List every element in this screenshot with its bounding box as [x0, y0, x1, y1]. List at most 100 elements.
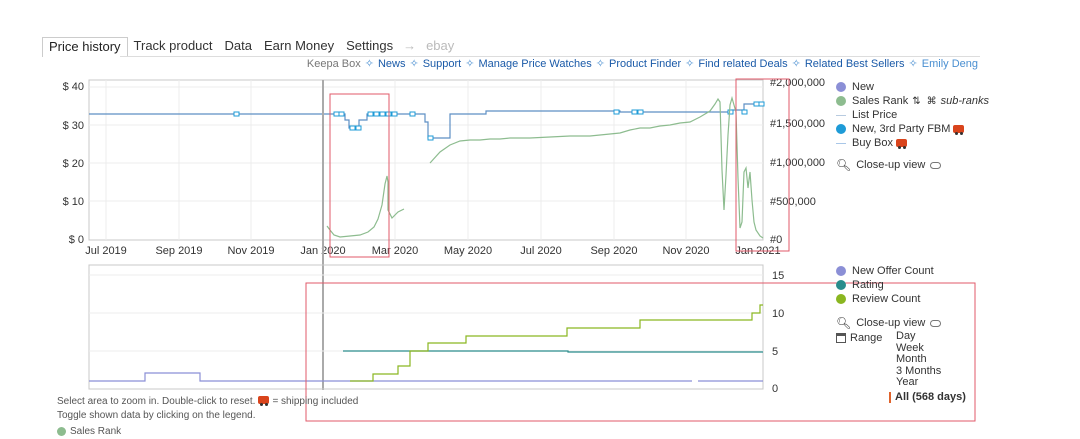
annotation-box — [305, 282, 976, 422]
legend-dot — [836, 294, 846, 304]
separator-icon: ✧ — [409, 58, 419, 70]
y-tick-right: #0 — [770, 234, 782, 246]
legend-new-3p-fbm[interactable]: New, 3rd Party FBM — [836, 122, 989, 136]
lower-legend: New Offer Count Rating Review Count 🔍︎ Cl… — [836, 264, 942, 330]
main-legend: New Sales Rank ⇅ ⌘ sub-ranks List Price New… — [836, 80, 989, 172]
y-tick-right: #500,000 — [770, 196, 816, 208]
y-tick-left: $ 40 — [63, 81, 84, 93]
legend-label: New, 3rd Party FBM — [852, 123, 951, 135]
legend-buy-box[interactable]: Buy Box — [836, 136, 989, 150]
sales-rank-line — [326, 95, 764, 239]
separator-icon: ✧ — [595, 58, 605, 70]
lower-grid — [89, 274, 763, 352]
range-option-day[interactable]: Day — [896, 330, 916, 342]
tab-track-product[interactable]: Track product — [133, 38, 213, 53]
sub-ranks-link[interactable]: sub-ranks — [940, 95, 989, 107]
link-related-best-sellers[interactable]: Related Best Sellers — [804, 58, 905, 70]
separator-icon: ✧ — [791, 58, 801, 70]
footer-hint-1: Select area to zoom in. Double-click to … — [57, 396, 358, 407]
closeup-label: Close-up view — [856, 159, 926, 171]
range-option-month[interactable]: Month — [896, 353, 927, 365]
lower-plot-frame — [88, 264, 764, 390]
range-selector: Range Day Week Month 3 Months Year All (… — [836, 331, 966, 403]
footer-text: = shipping included — [272, 396, 359, 407]
hierarchy-icon: ⌘ — [926, 95, 937, 107]
y-tick-right: #1,000,000 — [770, 157, 825, 169]
link-product-finder[interactable]: Product Finder — [608, 58, 682, 70]
separator-icon: ✧ — [465, 58, 475, 70]
y-tick-right: #2,000,000 — [770, 77, 825, 89]
range-option-year[interactable]: Year — [896, 376, 919, 388]
separator-icon: ✧ — [364, 58, 374, 70]
x-tick: Nov 2019 — [227, 245, 274, 257]
separator-icon: ✧ — [685, 58, 695, 70]
range-option-3-months[interactable]: 3 Months — [896, 364, 942, 377]
legend-review-count[interactable]: Review Count — [836, 292, 941, 306]
legend-sales-rank[interactable]: Sales Rank ⇅ ⌘ sub-ranks — [836, 94, 989, 108]
main-plot-frame — [88, 79, 764, 241]
x-tick: Jul 2020 — [520, 245, 562, 257]
link-keepa-box[interactable]: Keepa Box — [306, 58, 361, 70]
link-news[interactable]: News — [377, 58, 406, 70]
calendar-icon — [836, 332, 846, 343]
tab-bar: Price history Track product Data Earn Mo… — [42, 37, 460, 57]
legend-dot — [836, 124, 846, 134]
link-manage-price-watches[interactable]: Manage Price Watches — [478, 58, 592, 70]
range-option-all[interactable]: All (568 days) — [889, 391, 966, 403]
sort-icon[interactable]: ⇅ — [912, 95, 921, 107]
tab-settings[interactable]: Settings — [346, 38, 394, 53]
legend-list-price[interactable]: List Price — [836, 108, 989, 122]
y-tick-left: $ 10 — [63, 196, 84, 208]
closeup-view-toggle[interactable]: 🔍︎ Close-up view — [836, 158, 989, 172]
legend-label: Buy Box — [852, 137, 893, 149]
y-tick-right: #1,500,000 — [770, 118, 825, 130]
y-tick-left: $ 0 — [69, 234, 84, 246]
legend-dot — [836, 82, 846, 92]
x-tick: Mar 2020 — [372, 245, 418, 257]
legend-label: Sales Rank — [852, 95, 909, 107]
legend-dot — [836, 280, 846, 290]
legend-new-offer-count[interactable]: New Offer Count — [836, 264, 941, 278]
range-label-text: Range — [850, 331, 883, 344]
link-support[interactable]: Support — [422, 58, 462, 70]
legend-dot — [836, 266, 846, 276]
legend-label: Review Count — [852, 293, 921, 305]
price-markers — [233, 101, 765, 141]
review-count-line — [350, 304, 763, 382]
buy-box-line — [89, 103, 763, 139]
toggle-icon[interactable] — [930, 161, 942, 169]
y-tick-right-lower: 0 — [772, 383, 778, 395]
legend-rating[interactable]: Rating — [836, 278, 941, 292]
y-tick-left: $ 20 — [63, 158, 84, 170]
y-tick-left: $ 30 — [63, 120, 84, 132]
closeup-view-toggle-lower[interactable]: 🔍︎ Close-up view — [836, 316, 942, 330]
annotation-box — [329, 93, 390, 258]
tab-ebay[interactable]: ebay — [426, 38, 455, 53]
y-tick-right-lower: 5 — [772, 346, 778, 358]
x-tick: May 2020 — [444, 245, 492, 257]
annotation-box — [735, 78, 790, 252]
tab-data[interactable]: Data — [224, 38, 252, 53]
truck-icon — [258, 396, 270, 406]
link-find-related-deals[interactable]: Find related Deals — [698, 58, 788, 70]
range-option-week[interactable]: Week — [896, 341, 924, 354]
tab-earn-money[interactable]: Earn Money — [264, 38, 335, 53]
legend-dot — [57, 427, 66, 436]
legend-label: Rating — [852, 279, 884, 291]
toggle-icon[interactable] — [930, 319, 942, 327]
main-grid — [89, 80, 763, 240]
x-tick: Sep 2019 — [155, 245, 202, 257]
x-tick: Jul 2019 — [85, 245, 127, 257]
legend-line — [836, 142, 846, 144]
legend-new[interactable]: New — [836, 80, 989, 94]
legend-line — [836, 114, 846, 116]
x-tick: Sep 2020 — [590, 245, 637, 257]
top-links: Keepa Box ✧ News ✧ Support ✧ Manage Price Watc… — [307, 57, 978, 70]
truck-icon — [895, 139, 907, 149]
magnifier-icon: 🔍︎ — [836, 316, 852, 330]
tab-divider — [120, 56, 980, 57]
tab-price-history[interactable]: Price history — [42, 37, 128, 57]
link-user[interactable]: Emily Deng — [921, 58, 978, 70]
footer-legend-sales-rank[interactable]: Sales Rank — [57, 426, 121, 437]
